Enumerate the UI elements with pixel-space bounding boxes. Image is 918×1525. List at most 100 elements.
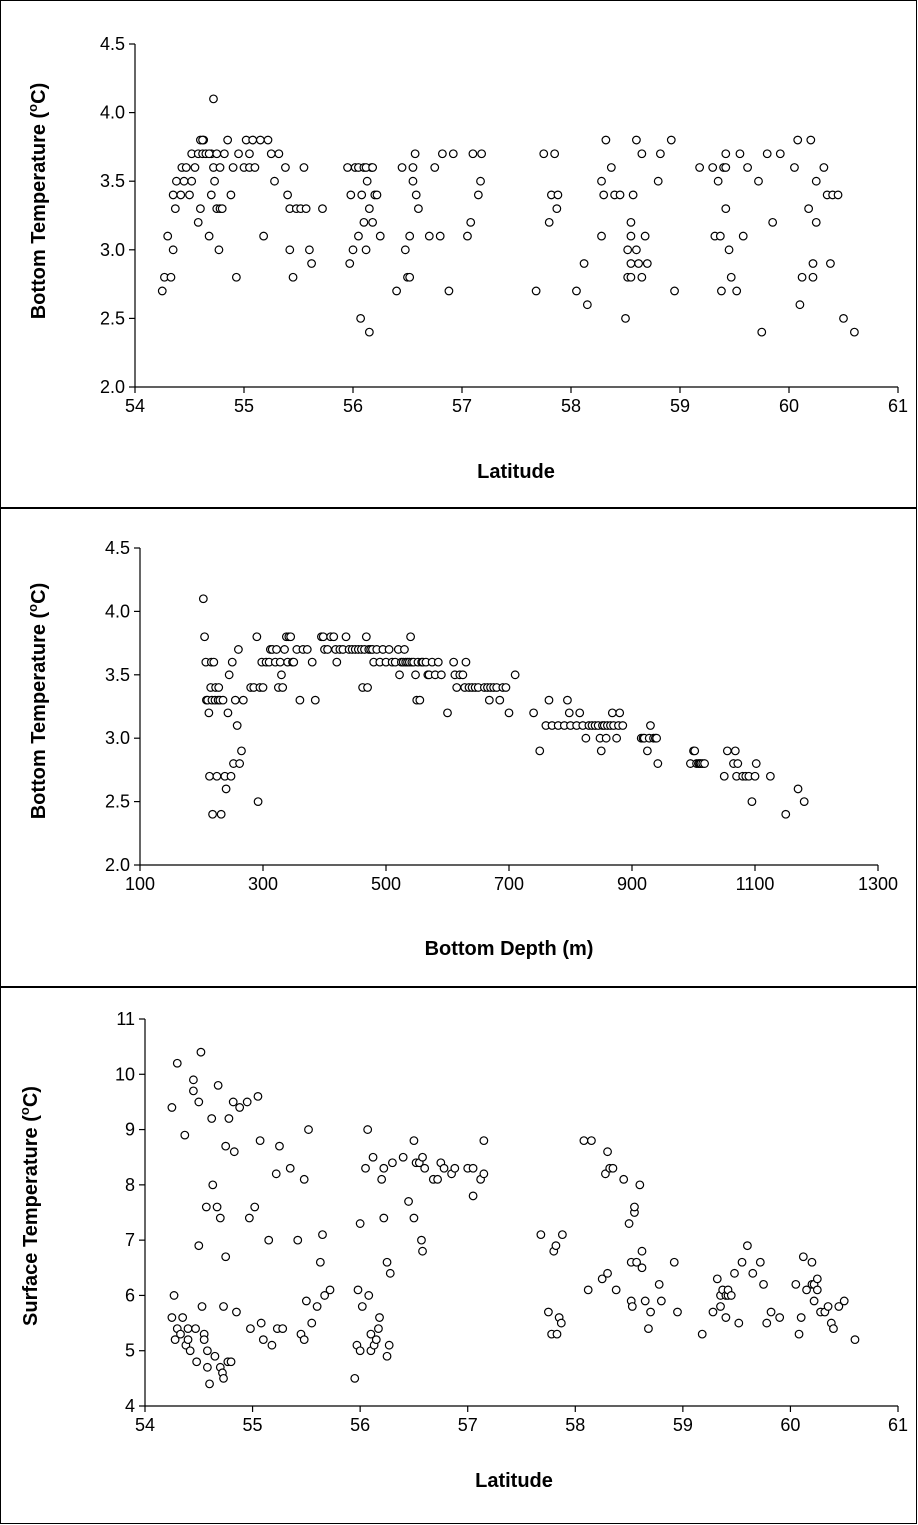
chart-panel-bottom-temp-latitude: Latitude Bottom Temperature (oC) 2.0 2.5 3… [0,0,917,508]
data-point [206,190,216,200]
data-point [596,746,606,756]
data-point [552,204,562,214]
data-point [167,1313,177,1322]
data-point [700,759,709,768]
data-point [307,657,317,667]
data-point [405,231,415,241]
x-tick-label: 55 [234,396,254,416]
y-axis-label-unit: C) [28,83,50,104]
x-tick-label: 60 [780,1415,800,1435]
data-point [166,272,176,282]
data-point [256,1318,266,1328]
data-point [713,176,723,186]
data-point [204,231,214,241]
data-point [626,231,636,241]
data-point [450,1163,460,1173]
data-point [210,1351,220,1361]
data-point [343,163,352,172]
data-point [708,163,718,172]
data-point [226,771,236,781]
data-point [621,314,630,323]
data-point [371,1335,381,1345]
data-point [289,657,299,667]
data-point [198,594,208,604]
data-point [536,1230,546,1240]
data-point [452,683,462,692]
data-point [850,327,859,337]
data-points [157,94,859,337]
data-point [212,771,222,781]
data-point [277,670,286,680]
data-point [495,695,505,705]
data-point [579,1136,589,1146]
x-tick-label: 300 [248,874,278,894]
data-point [227,657,237,667]
y-tick-label: 7 [125,1230,135,1250]
data-point [575,708,585,718]
data-point [762,149,772,159]
data-point [204,149,214,159]
data-point [275,1141,284,1151]
data-point [812,1274,822,1284]
data-point [839,1296,849,1306]
x-tick-label: 56 [350,1415,370,1435]
data-point [212,149,222,159]
y-tick-label: 4.5 [100,34,125,54]
data-point [232,1307,241,1317]
data-point [618,721,628,730]
y-tick-label: 8 [125,1175,135,1195]
data-point [363,1125,373,1134]
data-point [248,135,258,145]
data-point [529,708,538,718]
chart-surface-temp-latitude: Latitude Surface Temperature (oC) 456789… [17,1009,908,1492]
data-points [198,594,809,819]
data-point [172,176,181,186]
data-point [205,1379,214,1389]
data-point [697,1329,707,1339]
data-point [411,190,421,200]
data-point [461,657,471,667]
data-point [653,759,663,768]
data-point [417,1235,426,1245]
data-point [690,746,700,756]
data-point [623,245,633,255]
data-point [224,670,234,680]
data-point [301,204,311,214]
data-point [350,1373,360,1383]
data-point [170,1335,180,1345]
data-point [404,1197,413,1206]
data-point [356,314,366,323]
data-point [624,1219,634,1228]
data-point [263,135,273,145]
y-tick-label: 4.0 [105,601,130,621]
data-point [794,1329,804,1339]
data-point [168,190,178,200]
data-point [793,135,803,145]
data-point [730,1268,739,1278]
y-tick-label: 11 [116,1009,135,1029]
data-point [479,1136,489,1146]
data-point [250,1202,260,1212]
data-point [484,695,494,705]
y-axis-label-main: Bottom Temperature ( [28,111,50,319]
data-point [242,1097,252,1107]
data-point [721,163,731,172]
data-point [258,683,268,692]
data-point [627,1302,637,1311]
data-point [209,657,219,667]
data-point [190,163,200,172]
y-tick-label: 4 [125,1396,135,1416]
data-point [587,1136,596,1146]
data-point [397,163,407,172]
data-point [715,231,725,241]
data-point [219,149,229,159]
data-point [305,245,314,255]
data-point [655,149,665,159]
data-point [730,746,740,756]
data-point [630,1202,639,1212]
data-point [535,746,545,756]
data-point [747,797,757,807]
data-point [721,204,731,214]
data-point [169,1291,179,1300]
data-point [226,190,236,200]
